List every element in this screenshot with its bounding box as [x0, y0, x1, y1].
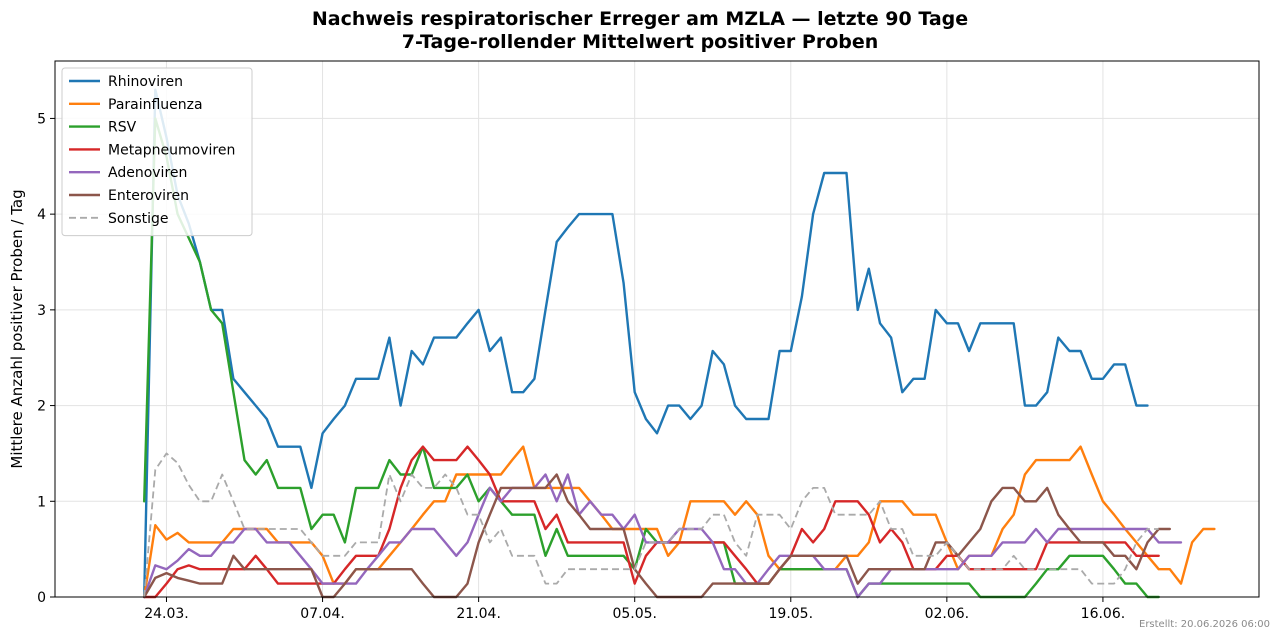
series-line-metapneumoviren	[142, 445, 1160, 599]
series-line-adenoviren	[142, 473, 1183, 599]
series-lines	[142, 88, 1216, 599]
y-tick-label: 0	[37, 590, 46, 606]
x-tick-label: 24.03.	[144, 606, 189, 622]
chart-title-block: Nachweis respiratorischer Erreger am MZL…	[0, 8, 1280, 54]
axis-ticks: 0 1 2 3 4 5 24.03. 07.04. 21.04. 05.05. 19.05. 02.0…	[37, 111, 1125, 622]
x-tick-label: 19.05.	[769, 606, 814, 622]
x-tick-label: 21.04.	[456, 606, 501, 622]
series-line-sonstige	[143, 452, 1159, 598]
series-line-rhinoviren	[142, 88, 1149, 599]
plot-frame	[54, 60, 1260, 598]
y-tick-label: 1	[37, 494, 46, 510]
legend-entry: Adenoviren	[108, 165, 187, 181]
series-line-parainfluenza	[142, 445, 1216, 599]
chart-title: Nachweis respiratorischer Erreger am MZL…	[311, 8, 969, 30]
x-tick-label: 07.04.	[300, 606, 345, 622]
legend-entry: RSV	[108, 120, 137, 136]
chart-subtitle: 7-Tage-rollender Mittelwert positiver Pr…	[401, 31, 879, 53]
legend-entry: Enteroviren	[108, 188, 189, 204]
y-tick-label: 4	[37, 207, 46, 223]
legend: Rhinoviren Parainfluenza RSV Metapneumovire…	[61, 67, 253, 237]
y-tick-label: 2	[37, 399, 46, 415]
legend-entry: Parainfluenza	[108, 97, 203, 113]
y-tick-label: 5	[37, 111, 46, 127]
legend-entry: Metapneumoviren	[108, 142, 235, 158]
y-tick-label: 3	[37, 303, 46, 319]
legend-entry: Sonstige	[108, 211, 169, 227]
legend-entry: Rhinoviren	[108, 74, 183, 90]
creation-timestamp: Erstellt: 20.06.2026 06:00	[1139, 619, 1270, 630]
series-line-enteroviren	[142, 473, 1172, 599]
x-tick-label: 05.05.	[612, 606, 657, 622]
x-tick-label: 16.06.	[1081, 606, 1126, 622]
legend-box	[61, 67, 253, 237]
y-axis-label: Mittlere Anzahl positiver Proben / Tag	[8, 189, 26, 468]
x-tick-label: 02.06.	[925, 606, 970, 622]
